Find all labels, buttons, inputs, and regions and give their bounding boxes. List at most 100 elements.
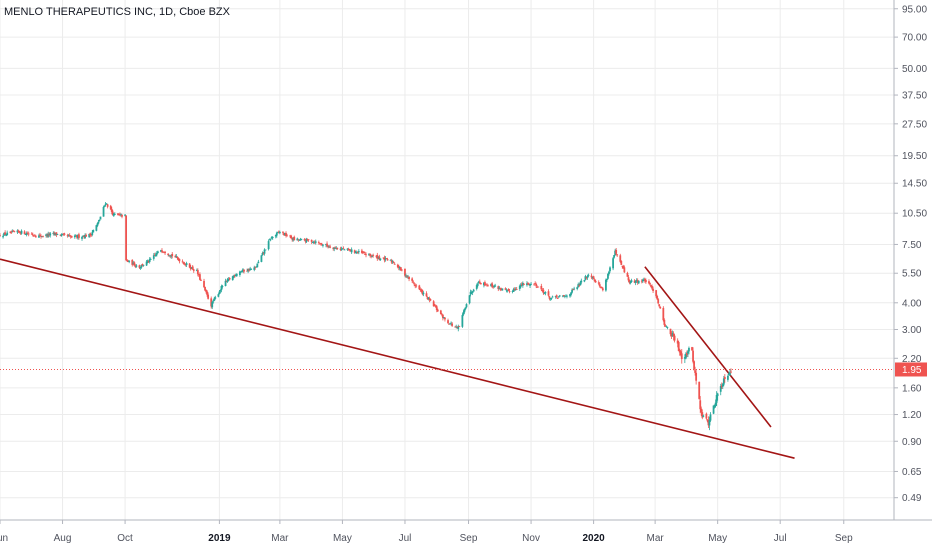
candle [339,246,342,252]
candle [557,295,560,298]
candle [3,232,6,237]
y-tick-label: 0.90 [902,437,922,448]
candle [528,282,530,286]
candle [551,295,554,298]
candle [507,288,510,291]
candle [415,283,418,288]
candle [104,201,107,207]
candle [544,291,547,296]
candle [54,232,57,236]
candle [145,260,148,267]
candle [56,233,59,236]
candle [365,252,367,258]
candle [291,237,294,242]
last-price-tag: 1.95 [895,362,927,377]
candle [341,247,344,250]
candle [289,234,292,239]
y-tick-label: 7.50 [902,240,922,251]
candle [296,237,299,241]
candle [684,352,687,360]
candle [146,259,149,264]
candle [599,286,602,289]
candle [692,347,694,364]
candle [225,280,228,283]
y-tick-label: 1.60 [902,383,922,394]
candle [206,290,208,297]
trendline[interactable] [644,266,772,428]
candle [134,263,137,269]
candle [120,213,122,217]
price-axis[interactable]: 95.00 70.00 50.00 37.50 27.50 19.50 14.50 10.50… [894,4,927,504]
candle [368,253,370,256]
candle [418,284,421,291]
candle [370,254,373,259]
candle [429,298,432,302]
candle [83,234,85,239]
candle [440,313,443,317]
candle [522,282,525,286]
candle [322,243,324,248]
candle [276,231,279,234]
candle [62,233,65,236]
candle [432,300,435,307]
candle [564,295,566,299]
candle [91,230,94,237]
candle [497,285,500,292]
x-tick-label: 2020 [582,533,605,544]
candle [364,251,366,255]
candle [707,416,710,429]
candle [162,251,164,253]
candle [292,237,295,242]
candle [372,253,375,258]
candle [203,278,205,288]
candle [597,280,600,286]
candle [504,287,507,290]
candle [25,231,28,237]
candle [61,233,64,236]
y-tick-label: 14.50 [902,179,927,190]
x-tick-label: Jun [0,533,8,544]
candle [217,293,220,298]
candle [397,264,400,271]
time-axis[interactable]: Jun Aug Oct 2019 Mar May Jul Sep Nov 2020 Mar May Ju… [0,520,853,544]
candle [455,324,458,329]
x-tick-label: Mar [647,533,665,544]
candle [102,205,105,217]
candle [117,213,119,216]
candle [536,285,539,288]
candle [249,266,252,271]
candle [45,233,48,238]
candle [606,278,608,283]
candle [590,273,593,280]
candle [154,252,157,258]
candle [683,354,686,364]
candle [11,229,14,233]
y-tick-label: 37.50 [902,91,927,102]
candle [479,282,482,285]
trendline[interactable] [0,258,795,459]
candle [633,279,636,284]
candle [586,274,589,280]
candle [188,262,191,268]
candle [464,307,467,311]
candle [149,257,152,260]
candle [34,234,37,238]
x-tick-label: Sep [460,533,478,544]
candle [688,346,690,355]
candle [199,272,201,281]
candle [580,278,583,285]
candle [18,230,21,234]
candle [469,289,472,297]
candle [189,265,192,271]
last-price-label: 1.95 [902,365,922,376]
candle [33,234,36,237]
candle [644,278,647,284]
candle [591,276,594,280]
candle [383,255,386,263]
candle [700,406,703,417]
candle [428,296,431,303]
trendlines[interactable] [0,258,795,459]
candle [714,399,717,408]
candle [24,233,27,236]
